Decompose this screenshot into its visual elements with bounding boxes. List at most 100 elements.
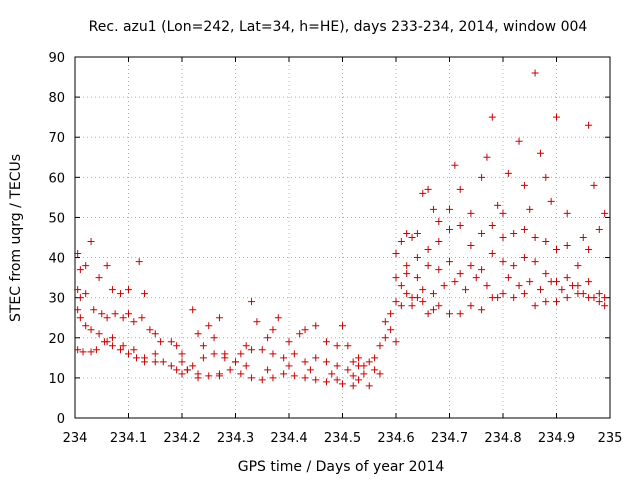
- data-point: [472, 274, 480, 282]
- data-point: [87, 238, 95, 246]
- data-point: [269, 374, 277, 382]
- data-point: [585, 121, 593, 129]
- data-point: [371, 366, 379, 374]
- data-point: [590, 294, 598, 302]
- data-point: [446, 310, 453, 318]
- data-point: [510, 294, 518, 302]
- x-tick-label: 234.9: [538, 431, 575, 446]
- data-point: [467, 242, 475, 250]
- data-point: [141, 358, 149, 366]
- data-point: [87, 348, 95, 356]
- x-tick-label: 234.4: [270, 431, 307, 446]
- data-point: [130, 318, 138, 326]
- x-tick-label: 234.5: [324, 431, 361, 446]
- data-point: [403, 290, 411, 298]
- data-point: [387, 326, 395, 334]
- data-point: [82, 290, 90, 298]
- y-tick-label: 90: [48, 51, 65, 66]
- data-point: [435, 217, 443, 225]
- data-point: [74, 286, 82, 294]
- data-point: [119, 342, 127, 350]
- data-point: [424, 310, 432, 318]
- data-point: [462, 286, 470, 294]
- data-point: [205, 322, 213, 330]
- data-point: [189, 362, 197, 370]
- data-point: [74, 306, 82, 314]
- data-point: [312, 322, 320, 330]
- data-point: [413, 229, 421, 237]
- x-tick-label: 234.7: [431, 431, 468, 446]
- data-point: [376, 370, 384, 378]
- data-point: [456, 310, 464, 318]
- y-tick-label: 70: [48, 131, 65, 146]
- data-point: [103, 262, 111, 270]
- data-point: [232, 358, 239, 366]
- data-point: [478, 266, 486, 274]
- data-point: [221, 354, 229, 362]
- data-point: [397, 282, 405, 290]
- data-point: [285, 362, 293, 370]
- data-point: [499, 290, 507, 298]
- data-point: [258, 376, 266, 384]
- data-point: [413, 274, 421, 282]
- data-point: [446, 205, 453, 213]
- data-point: [536, 149, 544, 157]
- data-point: [435, 266, 443, 274]
- data-point: [116, 346, 124, 354]
- data-point: [429, 306, 437, 314]
- data-point: [280, 354, 288, 362]
- grid: [75, 57, 610, 418]
- data-point: [585, 246, 593, 254]
- data-point: [312, 376, 320, 384]
- y-tick-label: 80: [48, 91, 65, 106]
- data-point: [199, 354, 207, 362]
- data-point: [526, 205, 534, 213]
- data-point: [258, 346, 266, 354]
- data-point: [381, 318, 389, 326]
- data-point: [376, 342, 384, 350]
- data-point: [322, 378, 330, 386]
- data-point: [558, 286, 566, 294]
- data-point: [215, 372, 223, 380]
- data-point: [183, 366, 191, 374]
- data-point: [135, 258, 143, 266]
- data-point: [344, 366, 352, 374]
- data-point: [344, 342, 352, 350]
- data-point: [119, 314, 127, 322]
- data-point: [133, 354, 141, 362]
- data-point: [92, 346, 100, 354]
- data-point: [328, 370, 336, 378]
- data-point: [520, 225, 528, 233]
- data-point: [194, 374, 202, 382]
- data-point: [520, 181, 528, 189]
- data-point: [499, 234, 507, 241]
- y-tick-label: 30: [48, 292, 65, 307]
- data-point: [242, 342, 250, 350]
- data-point: [151, 350, 159, 358]
- data-point: [381, 334, 389, 342]
- data-point: [494, 201, 502, 209]
- data-point: [515, 282, 523, 290]
- data-point: [237, 350, 245, 358]
- data-point: [74, 346, 82, 354]
- data-point: [499, 258, 507, 266]
- data-point: [429, 290, 437, 298]
- data-point: [333, 362, 341, 370]
- data-point: [333, 376, 341, 384]
- data-point: [269, 350, 277, 358]
- data-point: [451, 161, 459, 169]
- data-point: [264, 366, 272, 374]
- data-point: [199, 342, 207, 350]
- data-point: [510, 262, 518, 270]
- data-point: [322, 338, 330, 346]
- data-point: [574, 262, 582, 270]
- data-point: [595, 290, 603, 298]
- data-point: [280, 370, 288, 378]
- data-point: [504, 274, 512, 282]
- data-point: [322, 358, 330, 366]
- data-point: [429, 205, 437, 213]
- data-point: [424, 185, 432, 193]
- data-point: [553, 246, 560, 254]
- data-point: [248, 374, 256, 382]
